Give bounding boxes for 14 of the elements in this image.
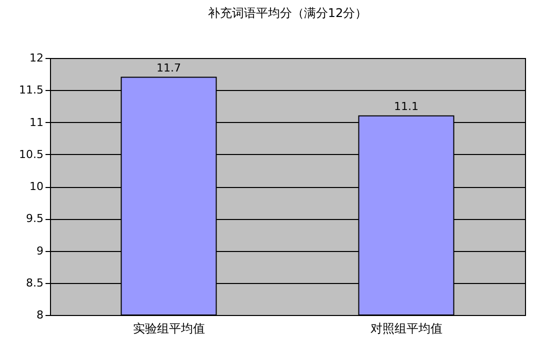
y-tick-label: 8 [36,308,44,322]
data-label: 11.7 [156,61,181,74]
data-label: 11.1 [394,100,418,113]
y-tick-label: 8.5 [26,276,44,290]
chart-title: 补充词语平均分（满分12分） [208,6,368,20]
y-tick-label: 9.5 [26,212,44,226]
y-tick-label: 11 [30,116,44,129]
y-tick-label: 11.5 [19,84,44,97]
x-tick-label: 对照组平均值 [370,322,442,336]
y-tick-label: 12 [30,52,44,64]
y-tick-label: 10 [30,180,44,193]
x-tick-label: 实验组平均值 [132,322,205,336]
y-tick-label: 10.5 [19,148,44,161]
y-tick-label: 9 [36,244,44,258]
